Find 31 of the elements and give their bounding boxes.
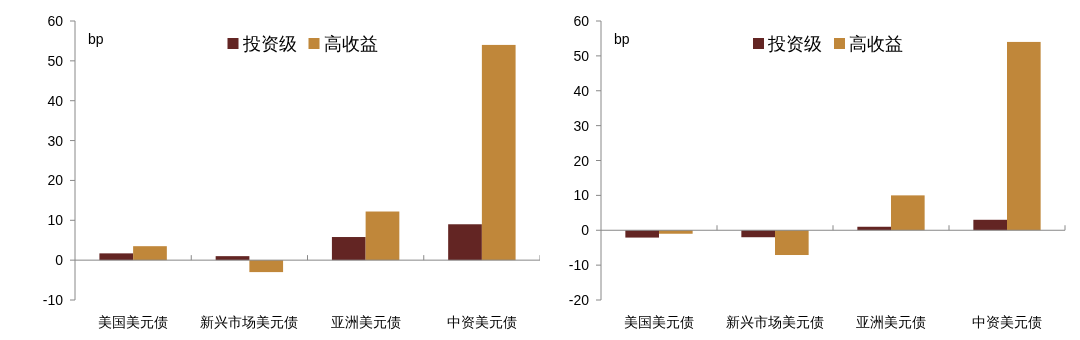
legend-label: 高收益 xyxy=(323,34,378,54)
y-tick-label: 10 xyxy=(573,187,590,204)
y-tick-label: 20 xyxy=(573,152,590,169)
y-tick-label: 10 xyxy=(47,212,64,229)
y-tick-label: 60 xyxy=(47,13,64,29)
y-tick-label: -20 xyxy=(568,292,590,308)
y-tick-label: 0 xyxy=(55,252,64,269)
y-tick-label: 50 xyxy=(573,47,590,64)
y-tick-label: 30 xyxy=(47,132,64,149)
y-tick-label: 40 xyxy=(47,92,64,109)
y-tick-label: 20 xyxy=(47,172,64,189)
legend-label: 投资级 xyxy=(767,34,822,54)
x-tick-label: 新兴市场美元债 xyxy=(200,314,299,330)
x-tick-label: 亚洲美元债 xyxy=(330,314,401,330)
legend-label: 高收益 xyxy=(849,34,903,54)
x-tick-label: 新兴市场美元债 xyxy=(726,314,824,330)
y-tick-label: -10 xyxy=(42,292,64,308)
y-axis-title: bp xyxy=(88,31,104,47)
legend-label: 投资级 xyxy=(241,34,297,54)
y-tick-label: 30 xyxy=(573,117,590,134)
x-tick-label: 中资美元债 xyxy=(446,314,517,330)
x-tick-label: 亚洲美元债 xyxy=(856,314,926,330)
y-tick-label: 50 xyxy=(47,52,64,69)
y-tick-label: 60 xyxy=(573,13,590,29)
x-tick-label: 中资美元债 xyxy=(972,314,1042,330)
y-tick-label: 0 xyxy=(581,222,590,239)
x-tick-label: 美国美元债 xyxy=(624,314,694,330)
y-tick-label: 40 xyxy=(573,82,590,99)
x-tick-label: 美国美元债 xyxy=(98,314,169,330)
y-tick-label: -10 xyxy=(568,257,590,274)
y-axis-title: bp xyxy=(614,31,630,47)
